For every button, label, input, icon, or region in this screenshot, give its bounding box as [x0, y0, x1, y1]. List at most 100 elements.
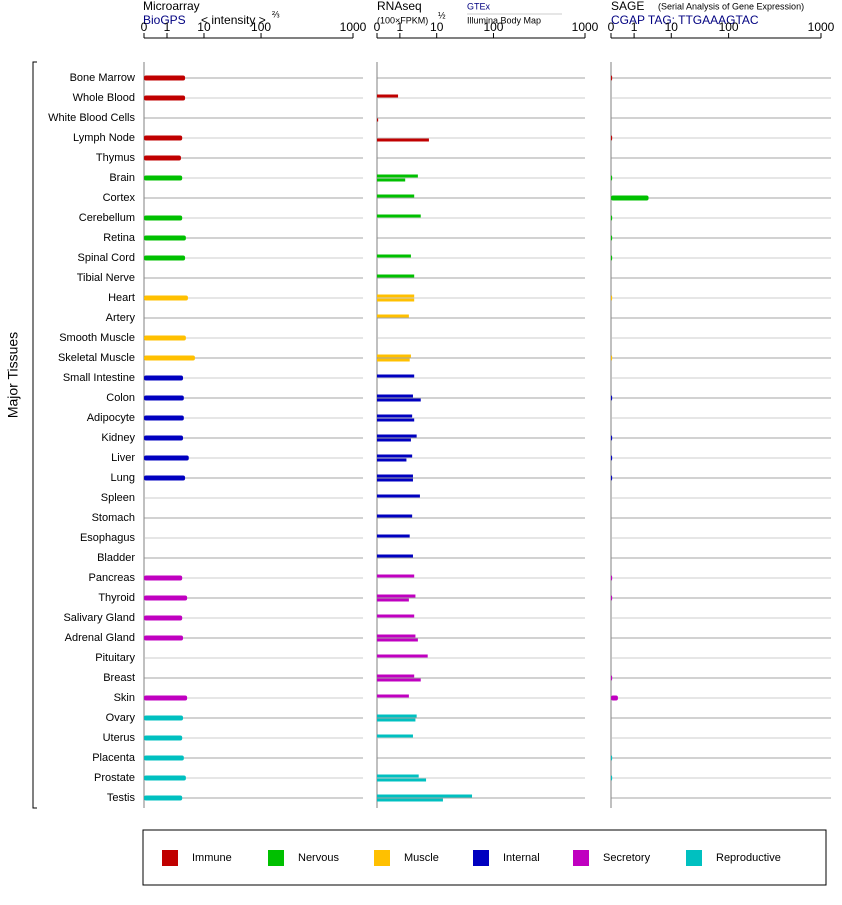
- axis-power: ½: [438, 10, 446, 20]
- x-tick-label: 10: [665, 20, 679, 34]
- panel-subtitle: (Serial Analysis of Gene Expression): [658, 1, 804, 11]
- panel-source: CGAP TAG: TTGAAAGTAC: [611, 13, 759, 27]
- bar: [144, 735, 183, 741]
- legend-label: Reproductive: [716, 852, 781, 864]
- tissue-label: Cortex: [103, 192, 136, 204]
- legend-swatch: [162, 850, 178, 866]
- legend-label: Nervous: [298, 852, 339, 864]
- bar: [611, 755, 613, 761]
- bar: [377, 478, 413, 482]
- x-tick-label: 10: [197, 20, 211, 34]
- bar: [377, 274, 415, 278]
- bar: [144, 155, 181, 161]
- x-tick-label: 100: [251, 20, 271, 34]
- x-tick-label: 0: [608, 20, 615, 34]
- bar: [611, 195, 649, 201]
- tissue-label: Adrenal Gland: [65, 632, 135, 644]
- tissue-label: Spinal Cord: [78, 252, 135, 264]
- tissue-label: Thymus: [96, 152, 136, 164]
- legend-swatch: [374, 850, 390, 866]
- x-tick-label: 1000: [808, 20, 835, 34]
- bar: [611, 175, 613, 181]
- bar: [611, 255, 613, 261]
- bar: [377, 418, 415, 422]
- bar: [144, 175, 183, 181]
- bar: [377, 598, 409, 602]
- bar: [144, 95, 186, 101]
- bar: [144, 475, 186, 481]
- bar: [144, 215, 183, 221]
- tissue-label: Lymph Node: [73, 132, 135, 144]
- tissue-label: Breast: [103, 672, 135, 684]
- tissue-label: Ovary: [106, 712, 136, 724]
- bar: [611, 75, 613, 81]
- bar: [144, 395, 184, 401]
- tissue-label: Colon: [106, 392, 135, 404]
- tissue-label: Spleen: [101, 492, 135, 504]
- tissue-label: Testis: [107, 792, 136, 804]
- bar: [144, 335, 186, 341]
- bar: [144, 135, 183, 141]
- bar: [144, 715, 184, 721]
- bar: [611, 695, 618, 701]
- bar: [144, 415, 184, 421]
- tissue-label: Tibial Nerve: [77, 272, 135, 284]
- bar: [377, 194, 415, 198]
- bar: [611, 395, 613, 401]
- bar: [377, 678, 421, 682]
- bar: [144, 695, 188, 701]
- tissue-label: Brain: [109, 172, 135, 184]
- series-name: GTEx: [467, 1, 491, 11]
- bar: [377, 554, 413, 558]
- legend-swatch: [473, 850, 489, 866]
- bar: [377, 254, 411, 258]
- bar: [144, 595, 188, 601]
- bar: [377, 314, 409, 318]
- x-tick-label: 1: [631, 20, 638, 34]
- bar: [144, 295, 188, 301]
- tissue-label: Liver: [111, 452, 135, 464]
- axis-label: (100×FPKM): [377, 15, 428, 25]
- legend-label: Secretory: [603, 852, 651, 864]
- tissue-label: Small Intestine: [63, 372, 135, 384]
- bracket: [32, 61, 37, 809]
- tissue-label: Stomach: [92, 512, 135, 524]
- tissue-label: Pituitary: [95, 652, 135, 664]
- bar: [377, 94, 399, 98]
- bar: [611, 135, 613, 141]
- bar: [611, 675, 613, 681]
- bar: [377, 714, 417, 718]
- bar: [611, 295, 613, 301]
- bar: [377, 634, 416, 638]
- bar: [144, 615, 183, 621]
- tissue-label: Uterus: [103, 732, 136, 744]
- bar: [377, 574, 415, 578]
- tissue-label: Lung: [111, 472, 135, 484]
- tissue-label: Prostate: [94, 772, 135, 784]
- bar: [144, 635, 184, 641]
- bar: [144, 255, 186, 261]
- tissue-label: Whole Blood: [73, 92, 135, 104]
- bar: [377, 494, 420, 498]
- bar: [144, 435, 184, 441]
- bar: [377, 734, 413, 738]
- bar: [377, 214, 421, 218]
- bar: [611, 235, 613, 241]
- bar: [144, 755, 184, 761]
- tissue-label: Kidney: [101, 432, 135, 444]
- axis-label: < intensity >: [201, 13, 266, 27]
- bar: [377, 438, 411, 442]
- bar: [377, 778, 427, 782]
- x-tick-label: 100: [719, 20, 739, 34]
- bar: [611, 475, 613, 481]
- x-tick-label: 0: [374, 20, 381, 34]
- legend-label: Muscle: [404, 852, 439, 864]
- legend-label: Internal: [503, 852, 540, 864]
- bar: [144, 575, 183, 581]
- bar: [377, 394, 413, 398]
- bar: [144, 235, 186, 241]
- bar: [377, 458, 407, 462]
- bar: [144, 375, 184, 381]
